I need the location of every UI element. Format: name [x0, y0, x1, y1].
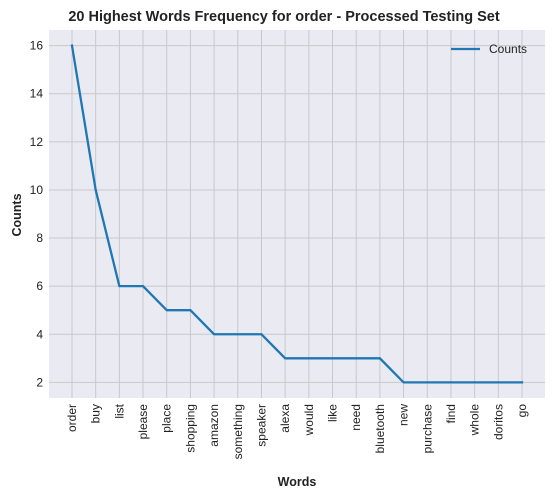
data-point — [331, 357, 334, 360]
y-tick-label: 6 — [36, 279, 43, 293]
x-tick-label: list — [112, 403, 126, 418]
y-tick-labels: 2 4 6 8 10 12 14 16 — [30, 39, 44, 390]
data-point — [142, 285, 145, 288]
x-tick-label: doritos — [491, 404, 505, 440]
x-tick-label: please — [136, 404, 150, 440]
x-tick-label: bluetooth — [373, 404, 387, 453]
data-point — [355, 357, 358, 360]
data-point — [426, 381, 429, 384]
data-point — [94, 188, 97, 191]
data-point — [521, 381, 523, 384]
x-tick-label: would — [302, 404, 316, 436]
y-tick-label: 4 — [36, 327, 43, 341]
x-tick-label: shopping — [183, 404, 197, 453]
x-tick-label: speaker — [254, 404, 268, 447]
data-point — [118, 285, 121, 288]
data-point — [165, 309, 168, 312]
series-line-counts — [70, 44, 524, 384]
data-point — [71, 44, 73, 47]
y-tick-label: 8 — [36, 231, 43, 245]
plot-area — [49, 30, 545, 398]
x-tick-label: amazon — [207, 404, 221, 447]
x-tick-labels: order buy list please place shopping amazon som… — [65, 403, 529, 459]
x-tick-label: whole — [468, 404, 482, 437]
data-point — [284, 357, 287, 360]
y-tick-label: 2 — [36, 375, 43, 389]
data-point — [236, 333, 239, 336]
data-point — [449, 381, 452, 384]
y-axis-label: Counts — [10, 193, 24, 236]
data-point — [402, 381, 405, 384]
x-gridlines — [71, 30, 523, 398]
x-tick-label: like — [326, 404, 340, 422]
x-tick-label: go — [515, 404, 529, 418]
legend: Counts — [451, 42, 527, 56]
x-tick-label: find — [444, 404, 458, 423]
y-tick-label: 12 — [30, 135, 44, 149]
data-point — [307, 357, 310, 360]
data-point — [213, 333, 216, 336]
x-axis-label: Words — [278, 475, 317, 489]
chart-title: 20 Highest Words Frequency for order - P… — [68, 9, 500, 25]
x-tick-label: place — [160, 404, 174, 433]
legend-label: Counts — [489, 42, 527, 56]
y-tick-label: 14 — [30, 87, 44, 101]
data-point — [497, 381, 500, 384]
x-tick-label: purchase — [420, 404, 434, 454]
x-tick-label: new — [397, 404, 411, 426]
x-tick-label: something — [231, 404, 245, 459]
y-tick-label: 16 — [30, 39, 44, 53]
data-point — [260, 333, 263, 336]
data-point — [378, 357, 381, 360]
series-group — [70, 44, 524, 384]
x-tick-label: alexa — [278, 404, 292, 433]
data-point — [189, 309, 192, 312]
data-point — [473, 381, 476, 384]
y-tick-label: 10 — [30, 183, 44, 197]
x-tick-label: need — [349, 404, 363, 431]
x-tick-label: buy — [89, 404, 103, 423]
x-tick-label: order — [65, 404, 79, 432]
